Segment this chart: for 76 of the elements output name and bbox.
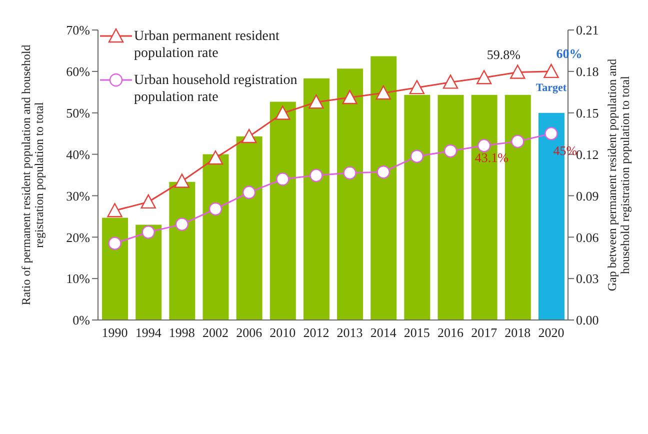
y2-axis-title: Gap between permanent resident population and household registration population to total (605, 58, 632, 292)
y2-tick-label: 0.00 (576, 312, 599, 328)
point (275, 106, 290, 120)
point (310, 168, 323, 182)
x-tick-label: 1990 (102, 325, 128, 340)
x-tick-label: 1998 (168, 325, 195, 340)
legend-label: Urban permanent resident population rate (134, 28, 280, 62)
y2-tick-label: 0.15 (576, 105, 599, 120)
x-tick-label: 2016 (438, 325, 464, 340)
point (241, 128, 257, 144)
y2-tick-label: 0.03 (576, 271, 599, 286)
y-tick-label: 70% (66, 22, 90, 38)
y2-tick-label: 0.06 (576, 230, 600, 245)
x-tick-label: 2018 (504, 325, 531, 340)
bar (102, 218, 128, 320)
x-tick-label: 1994 (135, 325, 162, 340)
x-tick-label: 2012 (303, 325, 330, 340)
y-tick-label: 10% (66, 271, 90, 286)
point (242, 186, 256, 199)
y-tick-label: 60% (66, 64, 90, 80)
annotation: 59.8% (486, 46, 521, 62)
point (544, 126, 558, 140)
legend-label: Urban household registration population rate (134, 72, 298, 106)
y2-tick-label: 0.12 (576, 146, 599, 162)
point (442, 74, 458, 89)
point (174, 174, 190, 188)
y-axis-title: Ratio of permanent resident population and household registration population to total (19, 44, 46, 306)
bar (438, 94, 464, 320)
bar (136, 224, 162, 320)
x-tick-label: 2013 (336, 325, 363, 340)
point (477, 138, 491, 152)
x-tick-label: 2020 (538, 325, 564, 340)
point (343, 166, 356, 180)
x-tick-label: 2015 (404, 325, 430, 340)
x-tick-label: 2006 (236, 325, 263, 340)
annotation: Target (536, 82, 567, 94)
y2-tick-label: 0.09 (576, 188, 599, 204)
point (444, 144, 458, 158)
point (308, 94, 324, 109)
x-tick-label: 2017 (471, 325, 498, 340)
bar (303, 78, 330, 320)
bar (337, 68, 364, 320)
bar (370, 56, 397, 320)
point (510, 64, 526, 79)
y2-tick-label: 0.21 (576, 22, 599, 38)
point (140, 194, 156, 209)
point (410, 150, 424, 163)
bar (404, 94, 430, 320)
bar (169, 182, 196, 320)
point (376, 85, 391, 100)
y2-tick-label: 0.18 (576, 64, 599, 80)
point (342, 90, 358, 104)
y-tick-label: 50% (66, 105, 90, 120)
x-tick-label: 2010 (270, 325, 296, 340)
point (276, 172, 290, 186)
y-tick-label: 40% (66, 146, 90, 162)
point (142, 226, 155, 239)
y-tick-label: 0% (72, 312, 90, 328)
point (476, 70, 492, 84)
x-tick-label: 2014 (370, 325, 397, 340)
y-tick-label: 20% (66, 230, 90, 245)
point (107, 203, 122, 218)
bar (202, 154, 229, 320)
point (208, 202, 222, 216)
point (376, 166, 390, 179)
point (544, 64, 559, 78)
annotation: 45% (553, 143, 578, 158)
point (208, 150, 224, 165)
point (175, 218, 189, 231)
point (409, 80, 425, 94)
bar (236, 136, 262, 320)
y-tick-label: 30% (66, 188, 90, 204)
point (108, 236, 122, 250)
x-tick-label: 2002 (202, 325, 228, 340)
point (511, 134, 524, 148)
bar (270, 102, 296, 320)
